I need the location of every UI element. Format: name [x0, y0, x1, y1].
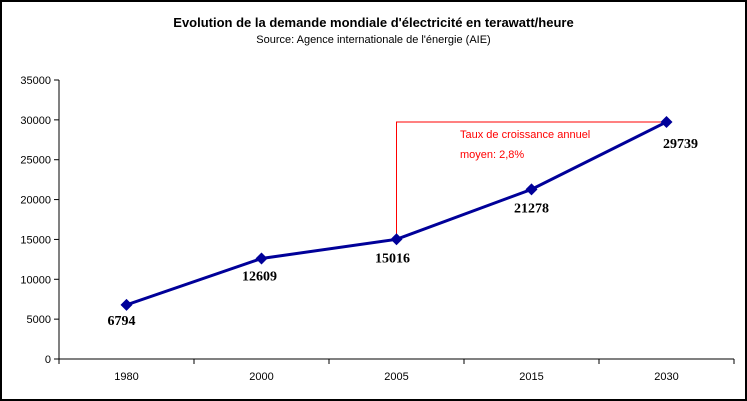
chart-title: Evolution de la demande mondiale d'élect… [173, 15, 574, 30]
x-axis-tick-label: 2005 [384, 371, 408, 383]
y-axis-tick-label: 25000 [20, 155, 51, 167]
y-axis-tick-label: 20000 [20, 195, 51, 207]
data-point-label: 12609 [242, 269, 277, 284]
chart-subtitle: Source: Agence internationale de l'énerg… [256, 34, 491, 46]
data-point-marker [660, 115, 673, 128]
x-axis-tick-label: 1980 [114, 371, 138, 383]
y-axis-tick-label: 15000 [20, 234, 51, 246]
growth-rate-annotation: Taux de croissance annuel moyen: 2,8% [460, 125, 590, 165]
annotation-line2: moyen: 2,8% [460, 149, 525, 161]
x-axis-tick-label: 2000 [249, 371, 273, 383]
y-axis-tick-label: 5000 [27, 314, 51, 326]
data-point-marker [390, 233, 403, 246]
y-axis-tick-label: 10000 [20, 274, 51, 286]
data-point-marker [525, 183, 538, 196]
data-point-label: 6794 [108, 314, 136, 329]
data-point-marker [120, 298, 133, 311]
y-axis-tick-label: 30000 [20, 115, 51, 127]
x-axis-tick-label: 2030 [654, 371, 678, 383]
data-point-marker [255, 252, 268, 265]
growth-bracket-line [396, 121, 667, 240]
y-axis-tick-label: 0 [45, 354, 51, 366]
data-point-label: 21278 [514, 201, 549, 216]
data-point-label: 29739 [663, 137, 698, 152]
y-axis-tick-label: 35000 [20, 75, 51, 87]
annotation-line1: Taux de croissance annuel [460, 129, 591, 141]
data-point-label: 15016 [375, 251, 410, 266]
x-axis-tick-label: 2015 [519, 371, 543, 383]
